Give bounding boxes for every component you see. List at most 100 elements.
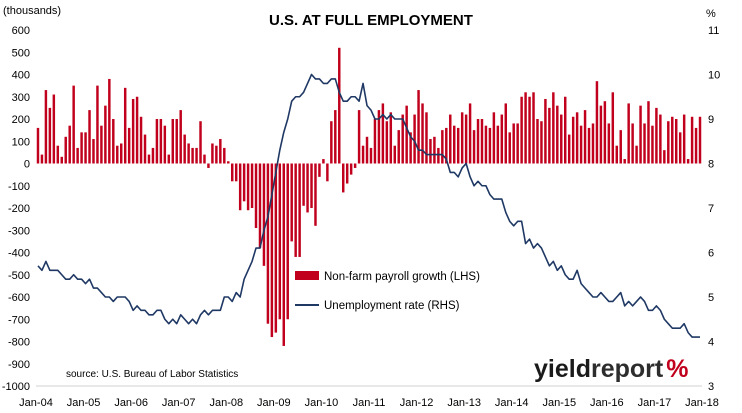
x-axis: Jan-04 Jan-05 Jan-06 Jan-07 Jan-08 Jan-09 Jan-…	[19, 397, 719, 409]
payroll-bar	[583, 110, 587, 164]
payroll-bar	[536, 119, 539, 164]
payroll-bar	[421, 103, 424, 164]
payroll-bar	[678, 132, 682, 164]
payroll-bar	[484, 125, 488, 164]
payroll-bar	[675, 119, 678, 164]
left-tick-label: -300	[8, 225, 30, 237]
payroll-bar	[231, 163, 234, 182]
left-tick-label: 0	[24, 159, 30, 171]
payroll-bar	[68, 125, 71, 164]
payroll-bar	[667, 121, 670, 164]
payroll-bar	[544, 98, 547, 164]
right-tick-label: 11	[708, 25, 719, 37]
payroll-bar	[433, 136, 436, 164]
left-tick-label: -400	[8, 248, 30, 260]
payroll-bar	[60, 156, 63, 164]
payroll-bar	[254, 163, 258, 229]
payroll-bar	[270, 163, 274, 338]
right-tick-label: 10	[708, 70, 720, 82]
payroll-bar	[266, 163, 270, 324]
left-tick-label: 600	[12, 25, 30, 37]
payroll-bar	[203, 154, 206, 164]
payroll-bar	[405, 105, 408, 164]
legend-label-unemployment: Unemployment rate (RHS)	[324, 300, 460, 312]
payroll-bar	[579, 125, 583, 164]
payroll-bar	[615, 145, 618, 164]
payroll-bar	[389, 112, 393, 164]
x-tick-label: Jan-05	[67, 397, 101, 409]
payroll-bar	[567, 134, 571, 164]
payroll-bar	[361, 145, 365, 164]
payroll-bar	[413, 114, 416, 164]
legend-label-payroll: Non-farm payroll growth (LHS)	[324, 271, 480, 283]
payroll-bar	[429, 139, 432, 164]
payroll-bar	[147, 154, 151, 164]
payroll-bar	[262, 163, 266, 266]
payroll-bar	[108, 78, 111, 164]
payroll-bar	[500, 114, 504, 164]
payroll-bar	[556, 105, 559, 164]
payroll-bar	[326, 163, 329, 182]
payroll-bar	[595, 81, 599, 164]
payroll-bar	[322, 159, 325, 164]
payroll-bar	[314, 163, 317, 226]
payroll-bar	[369, 147, 373, 164]
x-tick-label: Jan-08	[209, 397, 243, 409]
payroll-bar	[282, 163, 285, 346]
payroll-bar	[139, 116, 143, 164]
payroll-bar	[437, 147, 440, 164]
left-axis-unit: (thousands)	[3, 5, 61, 17]
payroll-bar	[330, 121, 333, 164]
payroll-bar	[571, 116, 575, 164]
payroll-bar	[116, 145, 119, 164]
payroll-bar	[587, 127, 591, 164]
payroll-bar	[191, 147, 194, 164]
payroll-bar	[520, 96, 523, 164]
payroll-bar	[294, 163, 297, 257]
right-tick-label: 5	[708, 292, 714, 304]
chart-title: U.S. AT FULL EMPLOYMENT	[269, 12, 473, 29]
payroll-bar	[234, 163, 238, 182]
payroll-bar	[409, 132, 412, 164]
unemployment-line	[37, 73, 701, 338]
right-tick-label: 4	[708, 337, 714, 349]
payroll-bar	[274, 163, 278, 333]
payroll-bar	[151, 147, 155, 164]
payroll-bar	[560, 114, 563, 164]
payroll-bar	[377, 110, 381, 164]
payroll-bar	[456, 127, 460, 164]
left-tick-label: 300	[12, 92, 30, 104]
payroll-bar	[345, 163, 349, 184]
payroll-bar	[56, 145, 60, 164]
x-tick-label: Jan-06	[114, 397, 148, 409]
left-tick-label: -100	[8, 181, 30, 193]
right-axis-unit: %	[706, 8, 716, 20]
payroll-bar	[651, 125, 654, 164]
payroll-bar	[623, 159, 626, 164]
payroll-bar	[96, 85, 99, 164]
payroll-bar	[393, 145, 396, 164]
payroll-bar	[286, 163, 289, 320]
payroll-bar	[179, 110, 182, 164]
x-tick-label: Jan-09	[257, 397, 291, 409]
payroll-bar	[540, 121, 543, 164]
source-note: source: U.S. Bureau of Labor Statistics	[66, 369, 238, 380]
payroll-bar	[100, 125, 103, 164]
payroll-bar	[159, 119, 163, 164]
payroll-bar	[698, 116, 702, 164]
payroll-bar	[659, 114, 662, 164]
payroll-bar	[219, 139, 222, 164]
payroll-bar	[353, 163, 357, 168]
payroll-bar	[599, 105, 603, 164]
payroll-bar	[365, 136, 369, 164]
payroll-bar	[306, 163, 309, 213]
x-tick-label: Jan-12	[400, 397, 434, 409]
payroll-bar	[72, 85, 75, 164]
left-tick-label: -700	[8, 314, 30, 326]
payroll-bar	[92, 139, 95, 164]
payroll-bar	[476, 119, 480, 164]
payroll-bar	[449, 114, 452, 164]
payroll-bar	[163, 125, 167, 164]
payroll-bar	[532, 92, 535, 164]
payroll-bar	[52, 94, 56, 164]
